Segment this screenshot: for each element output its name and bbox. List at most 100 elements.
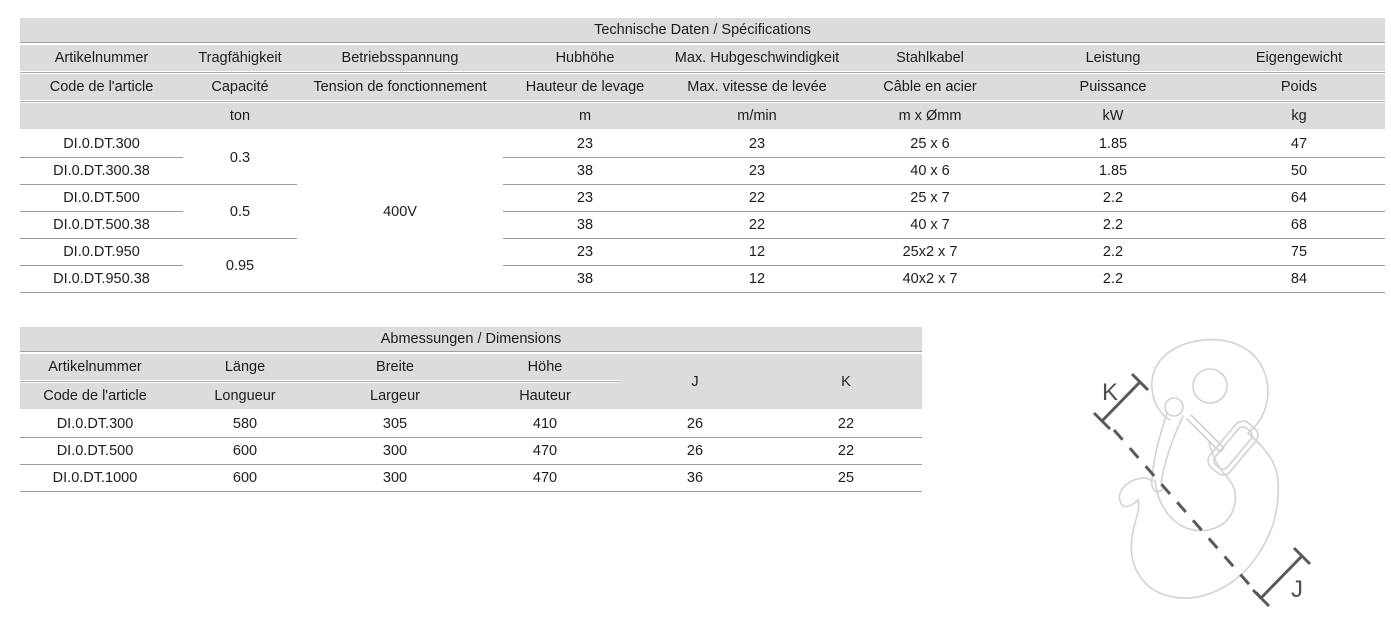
col-header-speed-fr: Max. vitesse de levée [667, 74, 847, 100]
col-header-article-de: Artikelnummer [20, 354, 170, 380]
cell-width: 305 [320, 411, 470, 438]
cell-power: 2.2 [1013, 211, 1213, 239]
spec-table-title: Technische Daten / Spécifications [20, 18, 1385, 43]
cell-power: 1.85 [1013, 157, 1213, 185]
cell-code: DI.0.DT.950 [20, 238, 183, 266]
dimensions-table: Abmessungen / Dimensions Artikelnummer L… [20, 327, 922, 492]
table-row: DI.0.DT.950.38 38 12 40x2 x 7 2.2 84 [20, 265, 1385, 293]
table-row: DI.0.DT.950 0.95 23 12 25x2 x 7 2.2 75 [20, 238, 1385, 293]
spec-header-row-de: Artikelnummer Tragfähigkeit Betriebsspan… [20, 45, 1385, 71]
cell-power: 2.2 [1013, 184, 1213, 212]
cell-weight: 47 [1213, 131, 1385, 158]
cell-capacity: 0.95 [183, 238, 297, 293]
col-header-article-fr: Code de l'article [20, 383, 170, 409]
col-header-speed-de: Max. Hubgeschwindigkeit [667, 45, 847, 71]
cell-hub: 23 [503, 131, 667, 158]
col-header-k: K [841, 373, 851, 390]
hook-drawing: K J [1092, 338, 1312, 608]
cell-code: DI.0.DT.500 [20, 184, 183, 212]
col-header-cable-fr: Câble en acier [847, 74, 1013, 100]
header-separator [20, 101, 1385, 102]
col-header-power-de: Leistung [1013, 45, 1213, 71]
dimension-lines [1092, 372, 1312, 608]
k-bracket-ticks [1092, 372, 1150, 431]
col-header-weight-de: Eigengewicht [1213, 45, 1385, 71]
cell-cable: 40 x 6 [847, 157, 1013, 185]
unit-capacity: ton [183, 103, 297, 129]
cell-k: 22 [770, 411, 922, 438]
col-header-height-de: Hubhöhe [503, 45, 667, 71]
cell-width: 300 [320, 437, 470, 465]
cell-code: DI.0.DT.300 [20, 411, 170, 438]
col-header-weight-fr: Poids [1213, 74, 1385, 100]
j-dimension-label: J [1291, 576, 1303, 603]
cell-hub: 38 [503, 211, 667, 239]
col-header-voltage-fr: Tension de fonctionnement [297, 74, 503, 100]
dimensions-header-left: Artikelnummer Länge Breite Höhe Code de … [20, 354, 620, 409]
cell-hub: 23 [503, 238, 667, 266]
cell-k: 25 [770, 464, 922, 492]
dimension-dashed-axis [1112, 429, 1263, 599]
cell-height: 410 [470, 411, 620, 438]
cell-width: 300 [320, 464, 470, 492]
spec-header-row-fr: Code de l'article Capacité Tension de fo… [20, 74, 1385, 100]
unit-power: kW [1013, 103, 1213, 129]
cell-j: 36 [620, 464, 770, 492]
cell-weight: 84 [1213, 265, 1385, 293]
cell-speed: 23 [667, 131, 847, 158]
cell-weight: 68 [1213, 211, 1385, 239]
dim-header-row-de: Artikelnummer Länge Breite Höhe [20, 354, 620, 380]
cell-speed: 12 [667, 238, 847, 266]
cell-speed: 23 [667, 157, 847, 185]
cell-length: 600 [170, 437, 320, 465]
spec-table: Technische Daten / Spécifications Artike… [20, 18, 1385, 293]
cell-cable: 25x2 x 7 [847, 238, 1013, 266]
col-header-width-fr: Largeur [320, 383, 470, 409]
unit-height: m [503, 103, 667, 129]
header-separator [20, 381, 620, 382]
cell-length: 580 [170, 411, 320, 438]
col-header-capacity-de: Tragfähigkeit [183, 45, 297, 71]
cell-weight: 50 [1213, 157, 1385, 185]
hook-outline [1118, 338, 1280, 599]
cell-capacity: 0.3 [183, 131, 297, 185]
unit-weight: kg [1213, 103, 1385, 129]
dimensions-data-grid: DI.0.DT.300 580 305 410 26 22 DI.0.DT.50… [20, 411, 922, 492]
col-header-width-de: Breite [320, 354, 470, 380]
col-header-cable-de: Stahlkabel [847, 45, 1013, 71]
cell-speed: 22 [667, 184, 847, 212]
dim-header-row-fr: Code de l'article Longueur Largeur Haute… [20, 383, 620, 409]
table-row: DI.0.DT.300.38 38 23 40 x 6 1.85 50 [20, 157, 1385, 185]
cell-code: DI.0.DT.1000 [20, 464, 170, 492]
cell-speed: 22 [667, 211, 847, 239]
cell-height: 470 [470, 437, 620, 465]
table-row: DI.0.DT.500 600 300 470 26 22 [20, 437, 922, 465]
col-header-height-fr: Hauteur de levage [503, 74, 667, 100]
cell-length: 600 [170, 464, 320, 492]
unit-speed: m/min [667, 103, 847, 129]
cell-height: 470 [470, 464, 620, 492]
cell-code: DI.0.DT.950.38 [20, 265, 183, 293]
col-header-length-de: Länge [170, 354, 320, 380]
dimensions-header: Artikelnummer Länge Breite Höhe Code de … [20, 354, 922, 409]
table-row: DI.0.DT.300 0.3 400V 23 23 25 x 6 1.85 4… [20, 131, 1385, 293]
j-dimension-bracket [1259, 554, 1304, 600]
col-header-capacity-fr: Capacité [183, 74, 297, 100]
col-header-article-fr: Code de l'article [20, 74, 183, 100]
cell-cable: 40x2 x 7 [847, 265, 1013, 293]
table-row: DI.0.DT.500 0.5 23 22 25 x 7 2.2 64 [20, 184, 1385, 239]
cell-hub: 23 [503, 184, 667, 212]
col-header-length-fr: Longueur [170, 383, 320, 409]
cell-j: 26 [620, 437, 770, 465]
j-bracket-ticks [1251, 546, 1312, 608]
k-dimension-label: K [1102, 379, 1118, 406]
table-row: DI.0.DT.1000 600 300 470 36 25 [20, 464, 922, 492]
cell-code: DI.0.DT.300.38 [20, 157, 183, 185]
col-header-j: J [691, 373, 699, 390]
dimensions-table-title: Abmessungen / Dimensions [20, 327, 922, 352]
col-header-power-fr: Puissance [1013, 74, 1213, 100]
cell-cable: 25 x 7 [847, 184, 1013, 212]
col-header-height-de: Höhe [470, 354, 620, 380]
table-row: DI.0.DT.500.38 38 22 40 x 7 2.2 68 [20, 211, 1385, 239]
